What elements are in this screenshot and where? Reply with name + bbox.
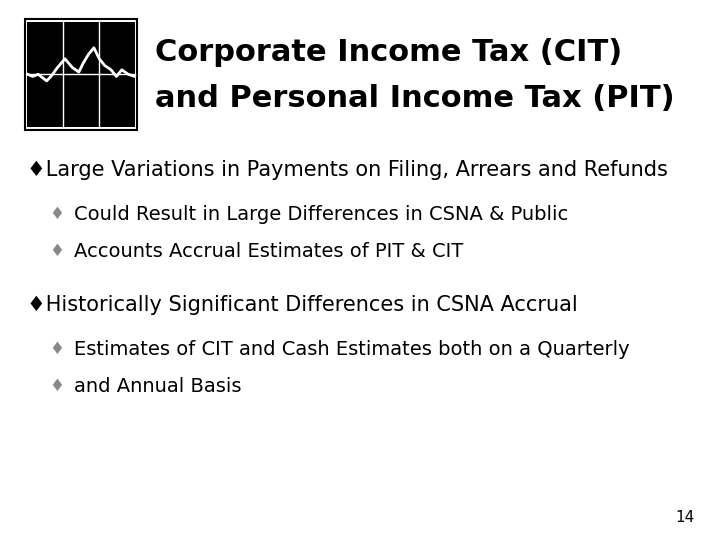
Text: Accounts Accrual Estimates of PIT & CIT: Accounts Accrual Estimates of PIT & CIT: [74, 241, 464, 261]
Text: Estimates of CIT and Cash Estimates both on a Quarterly: Estimates of CIT and Cash Estimates both…: [74, 340, 630, 359]
Text: ♦: ♦: [49, 242, 64, 260]
Text: and Annual Basis: and Annual Basis: [74, 376, 242, 396]
Text: and Personal Income Tax (PIT): and Personal Income Tax (PIT): [155, 84, 675, 113]
Text: ♦: ♦: [49, 340, 64, 359]
Text: ♦Historically Significant Differences in CSNA Accrual: ♦Historically Significant Differences in…: [27, 295, 578, 315]
Text: ♦Large Variations in Payments on Filing, Arrears and Refunds: ♦Large Variations in Payments on Filing,…: [27, 160, 668, 180]
Text: 14: 14: [675, 510, 695, 525]
Text: ♦: ♦: [49, 205, 64, 224]
Text: Corporate Income Tax (CIT): Corporate Income Tax (CIT): [155, 38, 622, 66]
Text: Could Result in Large Differences in CSNA & Public: Could Result in Large Differences in CSN…: [74, 205, 568, 224]
Text: ♦: ♦: [49, 377, 64, 395]
